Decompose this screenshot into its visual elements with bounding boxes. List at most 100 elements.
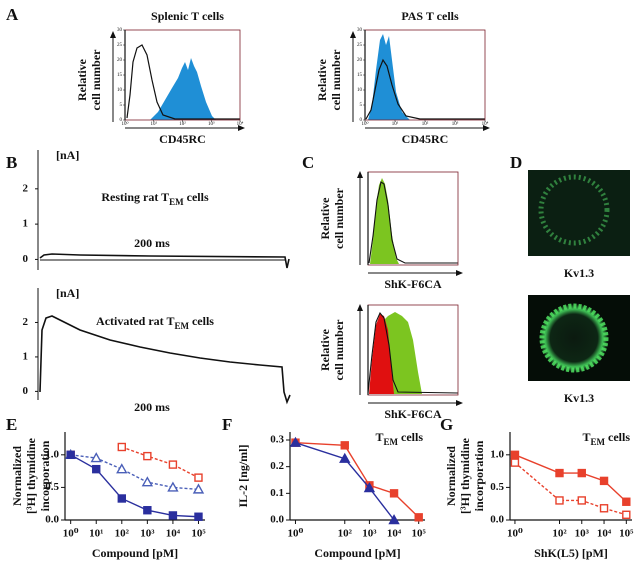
label-part: EM [591,437,606,447]
y-axis-label: Normalized [10,446,24,506]
x-tick-label: 10⁵ [412,528,427,540]
label-part: cells [189,314,214,328]
y-tick-label: 5 [360,103,363,108]
data-point [555,468,564,478]
y-tick-label: 20 [357,58,363,63]
histogram-outline [367,311,459,394]
cell [540,304,608,372]
series-line [70,454,199,518]
data-point [599,504,609,513]
x-tick-label: 10² [179,121,186,127]
y-tick-label: 0.2 [270,460,284,472]
y-tick-label: 2 [23,182,29,194]
data-point [577,468,586,478]
data-point [90,452,102,463]
data-point [143,506,152,515]
y-tick-label: 1.0 [45,448,59,460]
label-part: Activated rat T [96,314,174,328]
data-point [388,514,400,525]
y-tick-label: 0.0 [45,514,59,526]
x-tick-label: 10⁰ [361,121,368,127]
data-point [141,476,154,487]
x-tick-label: 10⁰ [121,121,128,127]
label-part: EM [169,197,184,207]
y-tick-label: 15 [357,73,363,78]
y-axis-label: cell number [332,187,346,249]
label: Activated rat TEM cells [96,314,214,331]
x-axis-label: ShK-F6CA [384,407,442,421]
y-tick-label: 10 [357,88,363,93]
data-point [194,473,203,482]
x-tick-label: 10⁴ [166,528,181,540]
series-line [295,441,420,518]
data-point [414,513,423,522]
x-tick-label: 10² [115,528,130,540]
y-tick-label: 0.5 [45,481,59,493]
x-tick-label: 10¹ [151,121,158,127]
x-tick-label: 10⁴ [482,121,489,127]
y-tick-label: 0 [120,118,123,123]
y-tick-label: 15 [117,73,123,78]
histogram-outline [126,44,240,120]
x-tick-label: 10¹ [89,528,103,540]
label-part: cells [605,430,630,444]
histogram-fill [369,314,394,394]
y-axis-label: Relative [75,58,89,101]
y-tick-label: 5 [120,103,123,108]
histogram-outline [365,58,485,120]
x-tick-label: 10⁵ [619,528,634,540]
x-tick-label: 10³ [575,528,590,540]
y-tick-label: 0.3 [270,434,284,446]
histogram-fill [368,34,410,120]
scale-bar-label: 200 ms [134,400,170,414]
x-axis-label: Compound [pM] [314,546,400,560]
data-point [143,451,152,461]
data-point [363,482,376,493]
series-line [70,454,199,491]
label-part: cells [184,190,209,204]
label-part: cells [398,430,423,444]
data-point [167,481,179,492]
x-tick-label: 10⁴ [387,528,402,540]
histogram-outline [368,181,458,264]
y-axis-label: cell number [329,49,343,111]
data-point [389,489,399,498]
x-tick-label: 10³ [452,121,459,127]
data-point [92,464,101,474]
y-axis-label: incorporation [472,440,486,511]
data-point [510,450,520,460]
panel-label: C [302,153,314,172]
y-axis-label: cell number [89,49,103,111]
image-caption: Kv1.3 [564,266,594,280]
x-tick-label: 10¹ [392,121,399,127]
data-point [116,463,128,474]
image-caption: Kv1.3 [564,391,594,405]
y-tick-label: 1 [23,218,29,230]
data-point [339,452,351,463]
data-point [289,436,302,447]
data-point [117,442,126,452]
panel-label: F [222,415,232,434]
label: TEM cells [375,430,423,447]
y-tick-label: 25 [117,43,123,48]
x-axis-label: ShK(L5) [pM] [534,546,608,560]
label-part: EM [174,321,189,331]
data-point [66,450,75,460]
y-axis-label: Relative [315,58,329,101]
unit-label: [nA] [56,286,79,300]
y-tick-label: 1 [23,350,29,362]
panel-label: D [510,153,522,172]
panel-label: G [440,415,453,434]
label-part: EM [384,437,399,447]
data-point [168,511,178,520]
y-tick-label: 0.5 [490,481,504,493]
data-point [340,441,349,450]
data-point [192,483,205,494]
x-tick-label: 10⁴ [597,528,612,540]
y-tick-label: 0.0 [270,514,284,526]
y-tick-label: 1.0 [490,448,504,460]
data-point [622,510,631,519]
label: Resting rat TEM cells [101,190,209,207]
x-axis-label: CD45RC [402,132,449,146]
